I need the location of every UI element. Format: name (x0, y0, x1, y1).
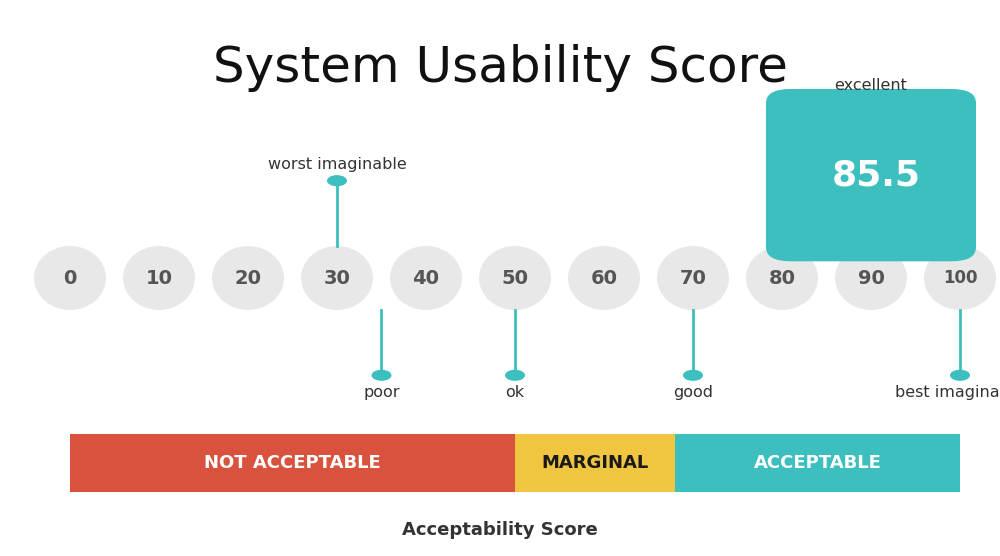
Text: 80: 80 (768, 269, 796, 287)
Text: good: good (673, 385, 713, 400)
Text: 60: 60 (590, 269, 617, 287)
Text: 90: 90 (858, 269, 884, 287)
Text: ok: ok (505, 385, 525, 400)
Text: System Usability Score: System Usability Score (213, 44, 787, 92)
Text: best imaginable: best imaginable (895, 385, 1000, 400)
Text: 50: 50 (501, 269, 528, 287)
Text: ACCEPTABLE: ACCEPTABLE (754, 454, 882, 472)
Text: 20: 20 (234, 269, 262, 287)
Text: excellent: excellent (835, 78, 907, 93)
Text: worst imaginable: worst imaginable (268, 157, 406, 172)
Text: 85.5: 85.5 (832, 158, 920, 192)
Text: 100: 100 (943, 269, 977, 287)
Text: Acceptability Score: Acceptability Score (402, 522, 598, 539)
Text: 70: 70 (680, 269, 706, 287)
Text: NOT ACCEPTABLE: NOT ACCEPTABLE (204, 454, 381, 472)
Text: MARGINAL: MARGINAL (541, 454, 649, 472)
Text: 10: 10 (146, 269, 173, 287)
Text: poor: poor (363, 385, 400, 400)
Text: 30: 30 (324, 269, 350, 287)
Text: 0: 0 (63, 269, 77, 287)
Text: 40: 40 (413, 269, 440, 287)
